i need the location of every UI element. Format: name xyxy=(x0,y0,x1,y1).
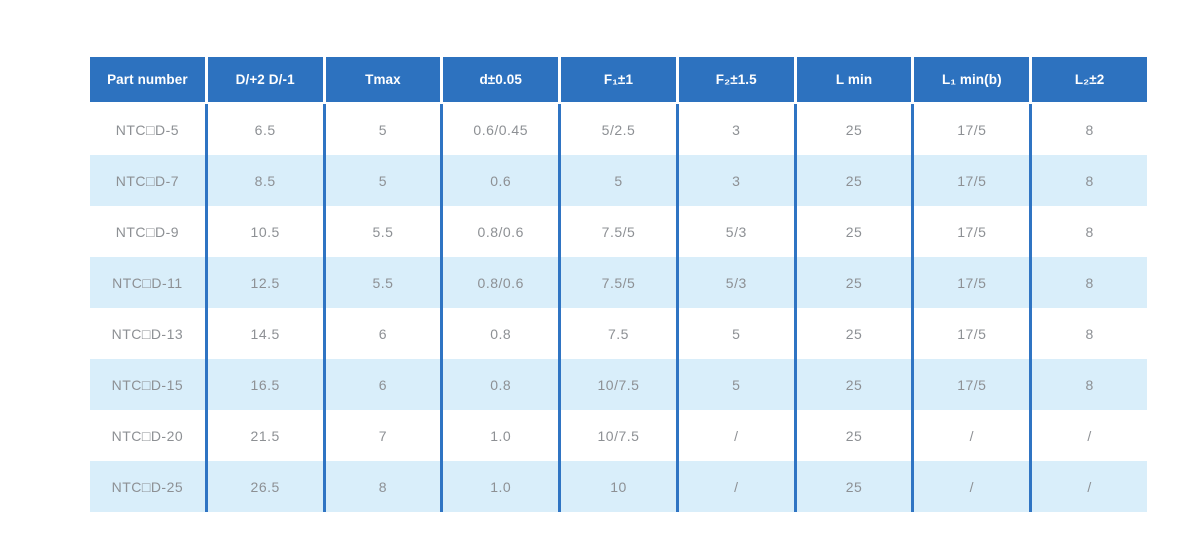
column-header: D/+2 D/-1 xyxy=(207,57,323,102)
value-cell: 5 xyxy=(561,155,676,206)
table-row: NTC□D-13 14.5 6 0.8 7.5 5 25 17/5 8 xyxy=(90,308,1147,359)
value-cell: 1.0 xyxy=(443,410,559,461)
value-cell: 8 xyxy=(1032,359,1147,410)
value-cell: 16.5 xyxy=(207,359,323,410)
value-cell: 6 xyxy=(325,308,441,359)
value-cell: 8 xyxy=(1032,206,1147,257)
value-cell: 17/5 xyxy=(914,155,1030,206)
value-cell: 5 xyxy=(325,155,441,206)
value-cell: 17/5 xyxy=(914,308,1030,359)
value-cell: 10 xyxy=(561,461,676,512)
value-cell: 17/5 xyxy=(914,359,1030,410)
table-row: NTC□D-25 26.5 8 1.0 10/25// xyxy=(90,461,1147,512)
part-number-cell: NTC□D-7 xyxy=(90,155,205,206)
value-cell: 0.8/0.6 xyxy=(443,257,559,308)
value-cell: 8 xyxy=(1032,155,1147,206)
column-header: F₂±1.5 xyxy=(678,57,794,102)
table-row: NTC□D-9 10.5 5.5 0.8/0.6 7.5/5 5/3 25 17/5 8 xyxy=(90,206,1147,257)
value-cell: 8 xyxy=(1032,257,1147,308)
table-body: NTC□D-5 6.5 5 0.6/0.45 5/2.5 3 25 17/5 8 NTC□D-7 8… xyxy=(90,104,1147,512)
value-cell: 7 xyxy=(325,410,441,461)
value-cell: 17/5 xyxy=(914,104,1030,155)
value-cell: 0.8/0.6 xyxy=(443,206,559,257)
value-cell: 25 xyxy=(796,308,912,359)
value-cell: / xyxy=(914,461,1030,512)
column-header: L min xyxy=(796,57,912,102)
value-cell: 7.5 xyxy=(561,308,676,359)
part-number-cell: NTC□D-11 xyxy=(90,257,205,308)
value-cell: 21.5 xyxy=(207,410,323,461)
part-number-cell: NTC□D-5 xyxy=(90,104,205,155)
value-cell: 10/7.5 xyxy=(561,359,676,410)
part-number-cell: NTC□D-15 xyxy=(90,359,205,410)
value-cell: 5.5 xyxy=(325,206,441,257)
value-cell: 8 xyxy=(1032,104,1147,155)
value-cell: / xyxy=(678,461,794,512)
value-cell: 10.5 xyxy=(207,206,323,257)
table-row: NTC□D-15 16.5 6 0.8 10/7.5 5 25 17/5 8 xyxy=(90,359,1147,410)
column-header: L₁ min(b) xyxy=(914,57,1030,102)
table-row: NTC□D-11 12.5 5.5 0.8/0.6 7.5/5 5/3 25 17/5 8 xyxy=(90,257,1147,308)
column-header: L₂±2 xyxy=(1032,57,1147,102)
value-cell: 6.5 xyxy=(207,104,323,155)
table-row: NTC□D-5 6.5 5 0.6/0.45 5/2.5 3 25 17/5 8 xyxy=(90,104,1147,155)
value-cell: / xyxy=(1032,410,1147,461)
value-cell: 17/5 xyxy=(914,257,1030,308)
value-cell: 25 xyxy=(796,359,912,410)
value-cell: 6 xyxy=(325,359,441,410)
value-cell: 10/7.5 xyxy=(561,410,676,461)
value-cell: 0.8 xyxy=(443,359,559,410)
part-number-cell: NTC□D-20 xyxy=(90,410,205,461)
value-cell: 3 xyxy=(678,155,794,206)
part-number-cell: NTC□D-13 xyxy=(90,308,205,359)
value-cell: 8.5 xyxy=(207,155,323,206)
value-cell: 3 xyxy=(678,104,794,155)
value-cell: 25 xyxy=(796,206,912,257)
part-number-cell: NTC□D-25 xyxy=(90,461,205,512)
value-cell: / xyxy=(678,410,794,461)
value-cell: 25 xyxy=(796,104,912,155)
column-header: Part number xyxy=(90,57,205,102)
spec-table: Part number D/+2 D/-1 Tmax d±0.05 F₁±1 F₂±1.5… xyxy=(90,57,1147,512)
column-header: F₁±1 xyxy=(561,57,676,102)
value-cell: 8 xyxy=(325,461,441,512)
value-cell: 14.5 xyxy=(207,308,323,359)
value-cell: 26.5 xyxy=(207,461,323,512)
value-cell: 5 xyxy=(678,359,794,410)
value-cell: 12.5 xyxy=(207,257,323,308)
part-number-cell: NTC□D-9 xyxy=(90,206,205,257)
column-header: Tmax xyxy=(325,57,441,102)
table-header-row: Part number D/+2 D/-1 Tmax d±0.05 F₁±1 F₂±1.5… xyxy=(90,57,1147,102)
value-cell: 17/5 xyxy=(914,206,1030,257)
value-cell: 5 xyxy=(325,104,441,155)
value-cell: 8 xyxy=(1032,308,1147,359)
value-cell: 5/3 xyxy=(678,206,794,257)
table-row: NTC□D-7 8.5 5 0.6 5 3 25 17/5 8 xyxy=(90,155,1147,206)
value-cell: 7.5/5 xyxy=(561,257,676,308)
value-cell: 7.5/5 xyxy=(561,206,676,257)
value-cell: 0.6 xyxy=(443,155,559,206)
value-cell: / xyxy=(914,410,1030,461)
column-header: d±0.05 xyxy=(443,57,559,102)
value-cell: 5.5 xyxy=(325,257,441,308)
value-cell: 25 xyxy=(796,461,912,512)
value-cell: / xyxy=(1032,461,1147,512)
value-cell: 25 xyxy=(796,257,912,308)
value-cell: 0.8 xyxy=(443,308,559,359)
value-cell: 1.0 xyxy=(443,461,559,512)
value-cell: 25 xyxy=(796,410,912,461)
value-cell: 5 xyxy=(678,308,794,359)
value-cell: 5/2.5 xyxy=(561,104,676,155)
value-cell: 25 xyxy=(796,155,912,206)
value-cell: 0.6/0.45 xyxy=(443,104,559,155)
table-row: NTC□D-20 21.5 7 1.0 10/7.5/25// xyxy=(90,410,1147,461)
value-cell: 5/3 xyxy=(678,257,794,308)
